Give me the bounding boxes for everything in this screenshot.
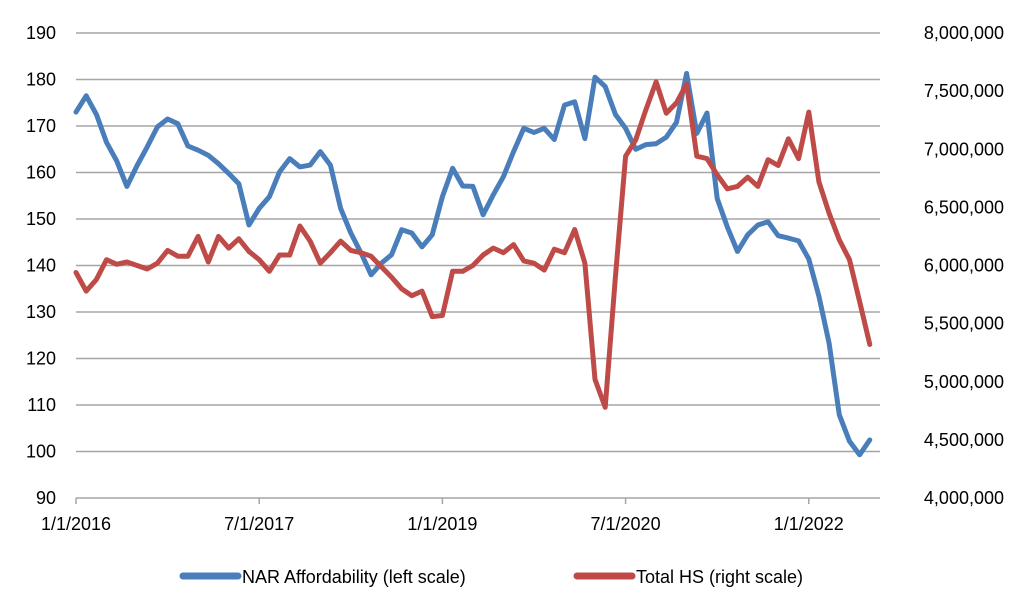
left-y-tick-label: 160 [26,163,56,183]
x-tick-label: 1/1/2019 [407,514,477,534]
x-tick-label: 7/1/2020 [591,514,661,534]
series-line-nar-affordability [73,71,873,458]
left-y-tick-label: 120 [26,349,56,369]
left-y-tick-label: 100 [26,442,56,462]
legend-item-nar-affordability: NAR Affordability (left scale) [179,567,466,587]
left-y-tick-label: 140 [26,256,56,276]
left-y-tick-label: 110 [27,395,56,415]
left-y-tick-label: 190 [26,23,56,43]
right-y-tick-label: 6,500,000 [924,197,1004,217]
series-lines [73,71,873,458]
right-y-axis: 4,000,000 4,500,000 5,000,000 5,500,000 6,00… [924,23,1004,508]
legend-item-total-hs: Total HS (right scale) [573,567,803,587]
legend-label-total-hs: Total HS (right scale) [636,567,803,587]
right-y-tick-label: 5,500,000 [924,314,1004,334]
right-y-tick-label: 4,000,000 [924,488,1004,508]
left-y-tick-label: 170 [26,116,56,136]
x-axis: 1/1/2016 7/1/2017 1/1/2019 7/1/2020 1/1/2022 [41,497,880,534]
right-y-tick-label: 6,000,000 [924,256,1004,276]
left-y-tick-label: 130 [26,302,56,322]
left-y-tick-label: 150 [26,209,56,229]
right-y-tick-label: 7,500,000 [924,81,1004,101]
right-y-tick-label: 5,000,000 [924,372,1004,392]
legend-label-nar-affordability: NAR Affordability (left scale) [242,567,466,587]
left-y-tick-label: 90 [36,488,56,508]
right-y-tick-label: 8,000,000 [924,23,1004,43]
left-y-tick-label: 180 [26,70,56,90]
left-y-axis: 90 100 110 120 130 140 150 160 170 180 190 [26,23,56,508]
right-y-tick-label: 7,000,000 [924,139,1004,159]
x-tick-label: 7/1/2017 [224,514,294,534]
x-tick-label: 1/1/2022 [774,514,844,534]
gridlines [76,32,880,453]
x-tick-label: 1/1/2016 [41,514,111,534]
legend: NAR Affordability (left scale) Total HS … [179,567,803,587]
series-line-total-hs [73,79,873,410]
right-y-tick-label: 4,500,000 [924,430,1004,450]
